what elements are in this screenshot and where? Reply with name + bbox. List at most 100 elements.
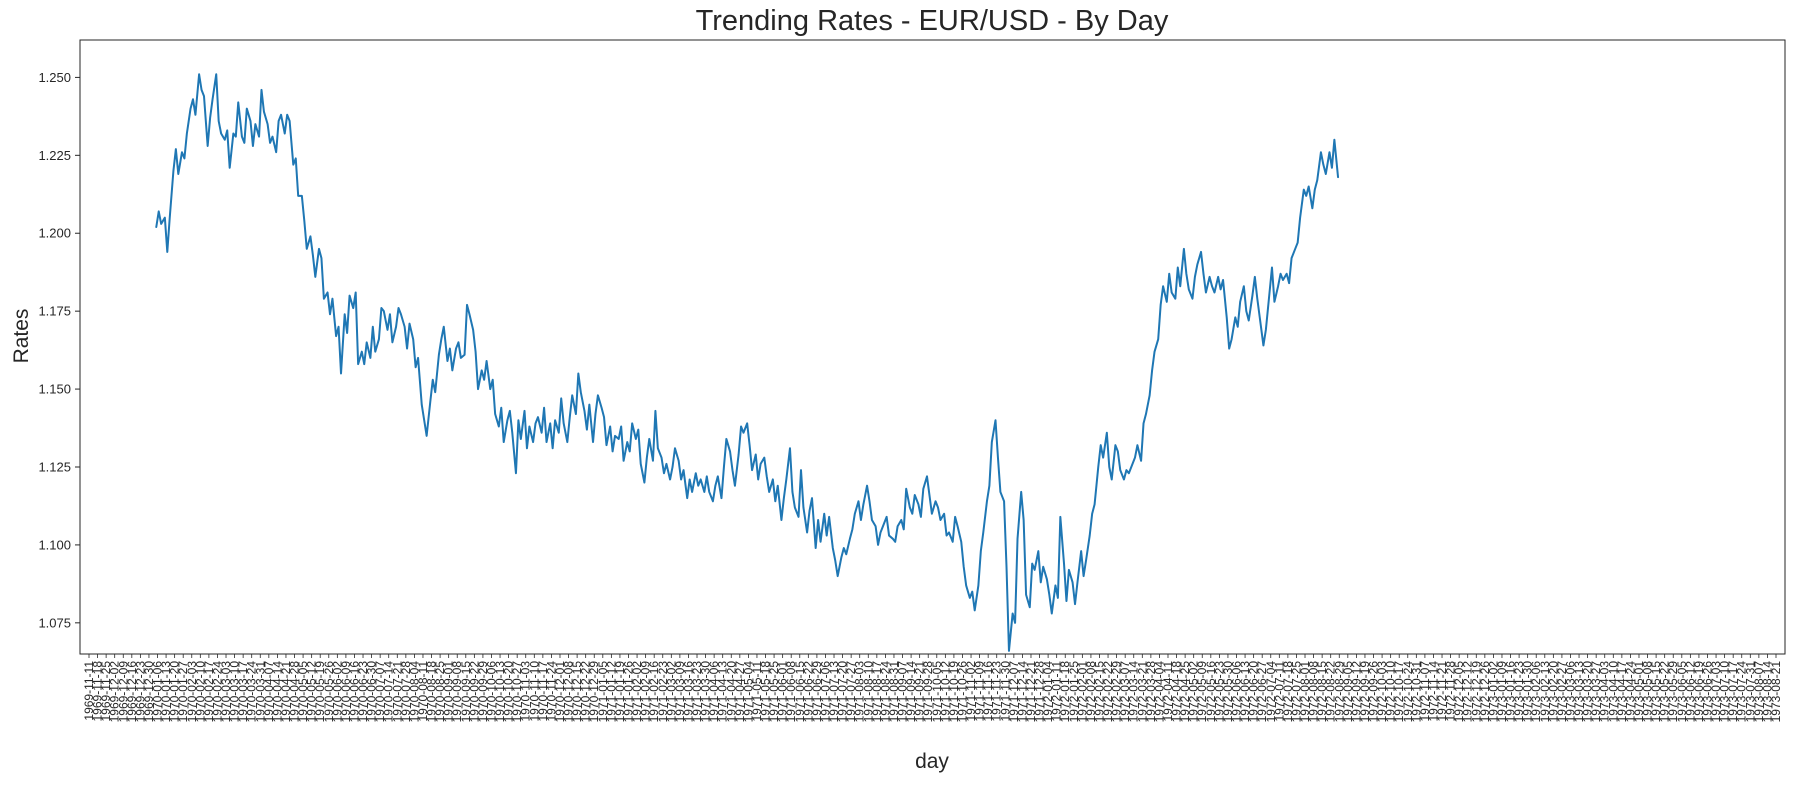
x-tick-label: 1972-07-25 — [1289, 661, 1303, 723]
x-tick-label: 1969-12-30 — [142, 661, 156, 723]
x-tick-label: 1973-07-17 — [1726, 661, 1740, 723]
x-tick-label: 1973-03-27 — [1589, 661, 1603, 723]
x-tick-label: 1971-02-09 — [639, 661, 653, 723]
x-tick-label: 1972-12-19 — [1469, 661, 1483, 723]
x-tick-label: 1971-01-05 — [596, 661, 610, 723]
x-tick-label: 1970-06-02 — [330, 661, 344, 723]
x-tick-label: 1972-03-21 — [1135, 661, 1149, 723]
x-tick-label: 1972-04-25 — [1178, 661, 1192, 723]
x-tick-label: 1971-07-06 — [818, 661, 832, 723]
x-tick-label: 1971-01-26 — [621, 661, 635, 723]
x-tick-label: 1971-05-25 — [767, 661, 781, 723]
x-tick-label: 1970-09-01 — [442, 661, 456, 723]
x-tick-label: 1972-12-12 — [1461, 661, 1475, 723]
x-tick-label: 1970-12-15 — [570, 661, 584, 723]
x-tick-label: 1973-07-10 — [1718, 661, 1732, 723]
x-tick-label: 1970-03-31 — [253, 661, 267, 723]
x-tick-label: 1971-09-28 — [921, 661, 935, 723]
x-tick-label: 1971-09-14 — [904, 661, 918, 723]
x-tick-label: 1973-05-15 — [1649, 661, 1663, 723]
x-tick-label: 1973-05-22 — [1658, 661, 1672, 723]
x-tick-label: 1970-12-01 — [553, 661, 567, 723]
x-tick-label: 1972-03-14 — [1127, 661, 1141, 723]
x-tick-label: 1972-09-12 — [1349, 661, 1363, 723]
x-tick-label: 1973-02-13 — [1538, 661, 1552, 723]
x-tick-label: 1970-06-09 — [339, 661, 353, 723]
x-tick-label: 1971-12-21 — [1024, 661, 1038, 723]
x-tick-label: 1970-03-03 — [219, 661, 233, 723]
x-tick-label: 1969-12-09 — [116, 661, 130, 723]
x-tick-label: 1973-01-30 — [1521, 661, 1535, 723]
y-tick-label: 1.100 — [38, 537, 71, 552]
x-tick-label: 1970-12-08 — [562, 661, 576, 723]
x-tick-label: 1970-06-23 — [356, 661, 370, 723]
chart-title: Trending Rates - EUR/USD - By Day — [696, 5, 1169, 37]
x-tick-label: 1970-08-18 — [425, 661, 439, 723]
x-tick-label: 1971-08-17 — [870, 661, 884, 723]
x-tick-label: 1971-10-19 — [947, 661, 961, 723]
x-tick-label: 1971-02-23 — [656, 661, 670, 723]
plot-area — [155, 73, 1340, 652]
x-tick-label: 1973-07-03 — [1709, 661, 1723, 723]
x-tick-label: 1972-10-31 — [1409, 661, 1423, 723]
x-tick-label: 1971-06-15 — [793, 661, 807, 723]
x-tick-label: 1971-10-12 — [938, 661, 952, 723]
x-tick-label: 1973-03-20 — [1581, 661, 1595, 723]
x-tick-label: 1973-06-05 — [1675, 661, 1689, 723]
x-tick-label: 1972-07-04 — [1264, 661, 1278, 723]
x-tick-label: 1971-03-02 — [664, 661, 678, 723]
x-tick-label: 1973-04-24 — [1623, 661, 1637, 723]
x-tick-label: 1972-05-30 — [1221, 661, 1235, 723]
x-tick-label: 1972-06-27 — [1255, 661, 1269, 723]
x-tick-label: 1972-08-08 — [1307, 661, 1321, 723]
x-tick-label: 1972-11-21 — [1435, 661, 1449, 722]
x-tick-group: 1969-11-111969-11-181969-11-251969-12-02… — [82, 654, 1783, 722]
x-tick-label: 1970-05-12 — [305, 661, 319, 723]
x-tick-label: 1970-03-10 — [228, 661, 242, 723]
x-tick-label: 1970-09-29 — [476, 661, 490, 723]
x-tick-label: 1969-12-02 — [108, 661, 122, 723]
x-tick-label: 1973-01-02 — [1486, 661, 1500, 723]
x-tick-label: 1971-04-27 — [733, 661, 747, 723]
x-tick-label: 1971-03-09 — [673, 661, 687, 723]
x-tick-label: 1972-02-22 — [1101, 661, 1115, 723]
x-tick-label: 1970-04-28 — [288, 661, 302, 723]
x-tick-label: 1971-10-05 — [930, 661, 944, 723]
x-tick-label: 1971-09-21 — [913, 661, 927, 723]
x-tick-label: 1973-02-06 — [1529, 661, 1543, 723]
x-tick-label: 1971-04-13 — [716, 661, 730, 723]
x-tick-label: 1971-04-06 — [707, 661, 721, 723]
x-tick-label: 1971-11-23 — [990, 661, 1004, 722]
x-tick-label: 1970-07-28 — [399, 661, 413, 723]
x-tick-label: 1971-03-16 — [681, 661, 695, 723]
x-tick-label: 1973-05-08 — [1641, 661, 1655, 723]
x-tick-label: 1971-06-29 — [810, 661, 824, 723]
x-tick-label: 1971-05-11 — [750, 661, 764, 722]
x-tick-label: 1970-12-22 — [579, 661, 593, 723]
x-tick-label: 1970-07-07 — [373, 661, 387, 723]
x-tick-label: 1971-05-04 — [741, 661, 755, 723]
x-tick-label: 1972-02-15 — [1092, 661, 1106, 723]
x-tick-label: 1970-10-06 — [484, 661, 498, 723]
x-tick-label: 1970-10-20 — [502, 661, 516, 723]
x-tick-label: 1972-06-06 — [1230, 661, 1244, 723]
x-tick-label: 1972-04-04 — [1152, 661, 1166, 723]
x-tick-label: 1971-08-03 — [853, 661, 867, 723]
x-tick-label: 1971-07-20 — [836, 661, 850, 723]
x-tick-label: 1972-02-08 — [1084, 661, 1098, 723]
x-tick-label: 1973-01-16 — [1504, 661, 1518, 723]
x-tick-label: 1973-04-10 — [1606, 661, 1620, 723]
x-tick-label: 1970-04-14 — [270, 661, 284, 723]
x-tick-label: 1971-11-09 — [973, 661, 987, 722]
x-tick-label: 1972-08-01 — [1298, 661, 1312, 723]
x-tick-label: 1972-04-18 — [1170, 661, 1184, 723]
x-tick-label: 1972-02-01 — [1075, 661, 1089, 723]
x-tick-label: 1973-03-06 — [1563, 661, 1577, 723]
x-tick-label: 1971-01-12 — [604, 661, 618, 723]
x-tick-label: 1972-12-05 — [1452, 661, 1466, 723]
x-tick-label: 1970-01-20 — [168, 661, 182, 723]
x-tick-label: 1970-06-30 — [365, 661, 379, 723]
x-tick-label: 1971-08-10 — [861, 661, 875, 723]
x-tick-label: 1971-08-24 — [878, 661, 892, 723]
